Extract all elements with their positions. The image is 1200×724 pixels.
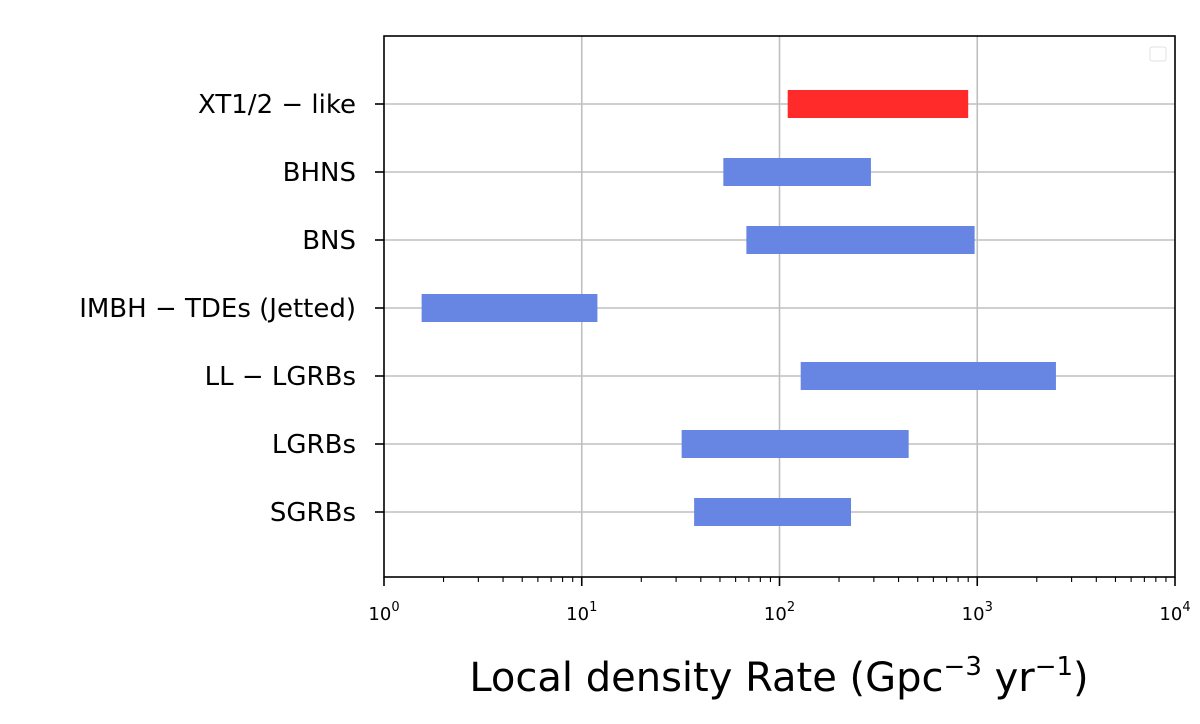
y-ticks: XT1/2 − like BHNS BNS IMBH − TDEs (Jetted) L…	[79, 90, 384, 528]
x-tick-label: 104	[1159, 600, 1190, 625]
y-tick-label: BHNS	[283, 158, 356, 188]
y-tick-label: IMBH − TDEs (Jetted)	[79, 294, 356, 324]
range-bar	[746, 226, 975, 254]
legend-box	[1149, 46, 1167, 62]
range-bar	[787, 90, 969, 118]
y-tick-label: LGRBs	[272, 430, 356, 460]
x-ticks: 100 101 102 103 104	[368, 577, 1191, 625]
x-tick-label: 102	[764, 600, 795, 625]
y-tick-label: SGRBs	[270, 498, 356, 528]
x-tick-label: 101	[566, 600, 597, 625]
range-bar	[681, 430, 909, 458]
x-axis-label: Local density Rate (Gpc−3 yr−1)	[469, 652, 1088, 701]
range-bars	[421, 90, 1056, 526]
y-tick-label: BNS	[302, 226, 356, 256]
y-tick-label: XT1/2 − like	[198, 90, 356, 120]
range-bar	[723, 158, 871, 186]
x-tick-label: 100	[368, 600, 399, 625]
range-bar	[694, 498, 852, 526]
range-bar	[421, 294, 598, 322]
x-tick-label: 103	[962, 600, 993, 625]
y-tick-label: LL − LGRBs	[205, 362, 356, 392]
range-bar	[800, 362, 1056, 390]
